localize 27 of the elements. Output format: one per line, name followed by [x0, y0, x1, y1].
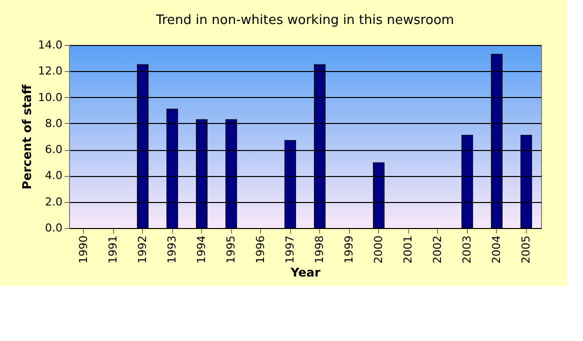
x-tick-label: 1995 — [224, 236, 238, 264]
x-tick-label: 1992 — [136, 236, 149, 264]
y-tick-label: 6.0 — [45, 143, 62, 156]
x-tick-label: 1997 — [283, 236, 296, 264]
x-axis-title: Year — [290, 265, 320, 280]
y-tick-label: 4.0 — [45, 169, 62, 182]
x-tick-label: 2002 — [430, 236, 444, 264]
y-tick-label: 10.0 — [38, 90, 62, 104]
y-tick-label: 8.0 — [45, 116, 62, 130]
x-tick-label: 1993 — [165, 236, 178, 264]
y-tick-label: 14.0 — [38, 38, 62, 52]
x-tick-label: 2003 — [460, 236, 474, 264]
x-tick-label: 1998 — [312, 236, 326, 264]
y-tick-label: 2.0 — [45, 195, 62, 208]
x-tick-label: 1990 — [76, 236, 90, 264]
y-axis-title: Percent of staff — [20, 84, 34, 190]
x-tick-label: 2001 — [401, 236, 414, 264]
chart-title: Trend in non-whites working in this newsroom — [154, 13, 454, 28]
y-tick-label: 12.0 — [38, 64, 62, 78]
x-tick-label: 2000 — [372, 236, 385, 264]
x-tick-label: 1991 — [106, 236, 120, 264]
x-tick-label: 1994 — [194, 236, 208, 264]
x-tick-label: 1996 — [254, 236, 267, 264]
y-tick-label: 0.0 — [45, 222, 62, 234]
x-tick-label: 2005 — [519, 236, 532, 264]
x-tick-label: 2004 — [490, 236, 503, 264]
x-tick-label: 1999 — [342, 236, 356, 264]
